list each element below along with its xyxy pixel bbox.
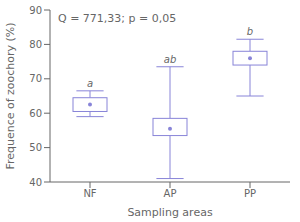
svg-text:NF: NF xyxy=(83,188,96,199)
svg-text:40: 40 xyxy=(29,177,42,188)
svg-text:ab: ab xyxy=(164,54,176,65)
svg-text:90: 90 xyxy=(29,5,42,16)
svg-text:AP: AP xyxy=(164,188,177,199)
html-text:Q = 771,33; p = 0,05: Q = 771,33; p = 0,05 xyxy=(58,12,177,25)
svg-text:PP: PP xyxy=(244,188,256,199)
svg-text:b: b xyxy=(247,26,253,37)
svg-text:60: 60 xyxy=(29,108,42,119)
svg-text:Sampling areas: Sampling areas xyxy=(127,206,213,219)
svg-text:a: a xyxy=(87,78,93,89)
svg-text:80: 80 xyxy=(29,39,42,50)
svg-text:Frequence of zoochory (%): Frequence of zoochory (%) xyxy=(8,22,17,169)
svg-text:50: 50 xyxy=(29,142,42,153)
svg-text:70: 70 xyxy=(29,73,42,84)
